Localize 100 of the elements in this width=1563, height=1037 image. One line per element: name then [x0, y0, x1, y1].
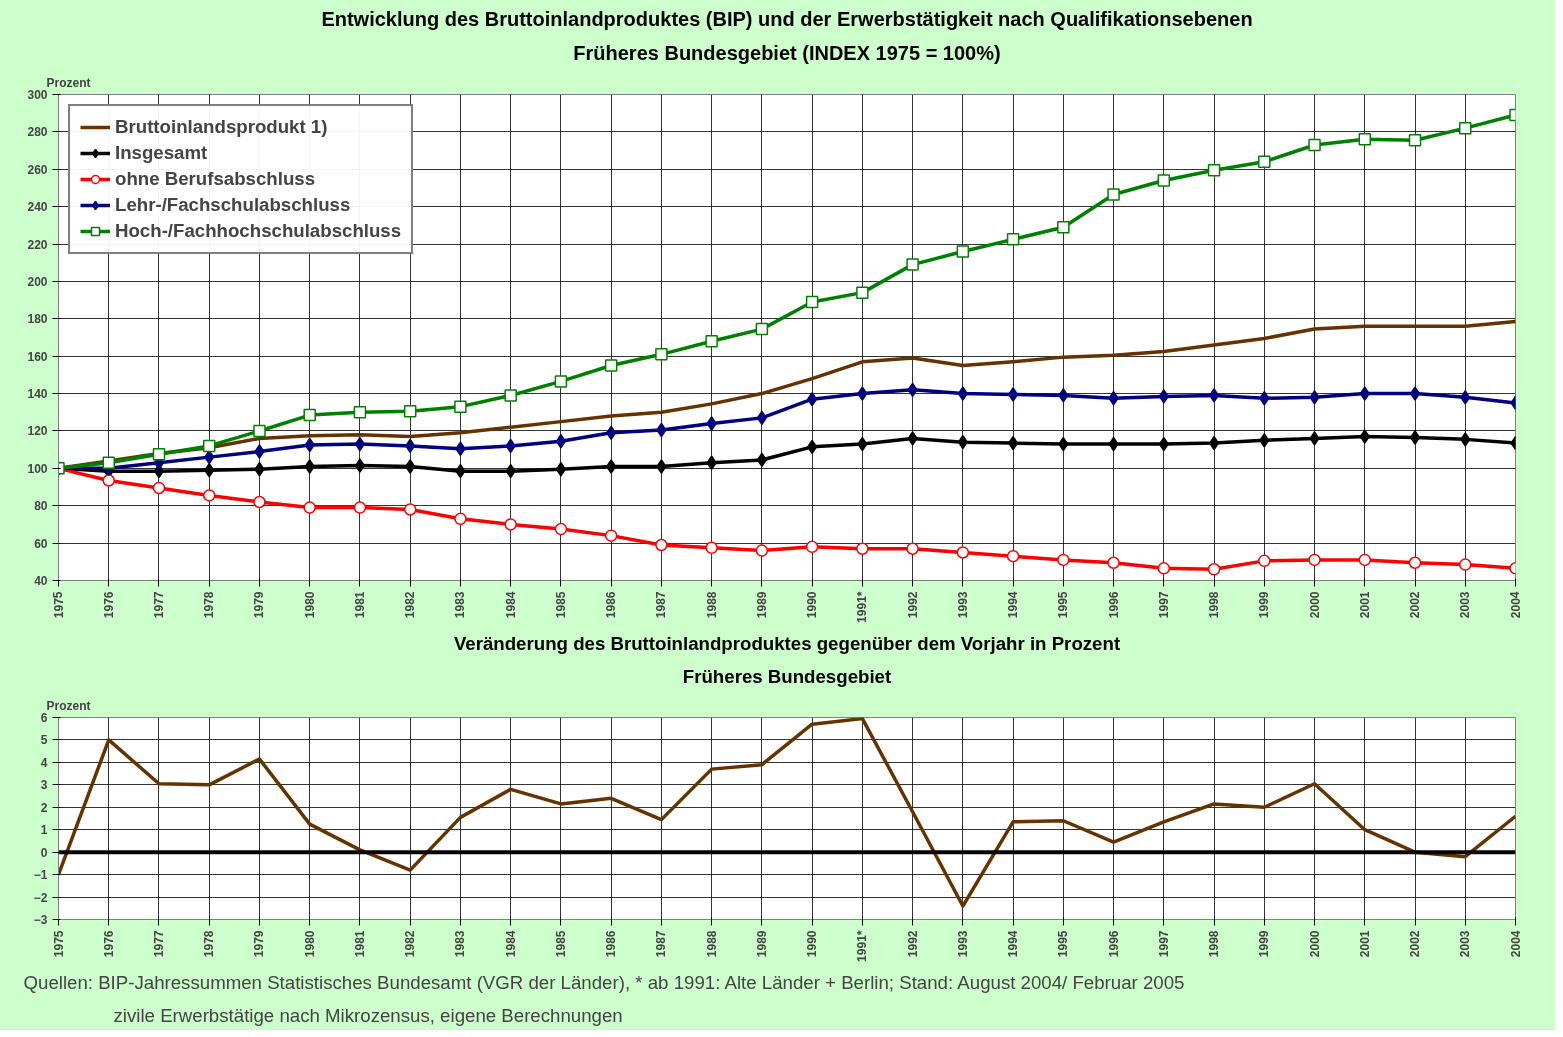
x-tick-label: 1980	[302, 591, 317, 619]
x-tick-label: 2002	[1408, 591, 1423, 619]
x-tick-label: 2000	[1307, 591, 1322, 619]
point	[1208, 435, 1220, 451]
x-tick-label: 1989	[754, 930, 769, 958]
x-tick-label: 1987	[654, 591, 669, 619]
x-tick-label: 1984	[503, 930, 518, 958]
legend-label: Lehr-/Fachschulabschluss	[115, 194, 351, 216]
x-tick-label: 1990	[805, 591, 820, 619]
x-tick-label: 2003	[1458, 930, 1473, 958]
y-tick-label: −3	[33, 913, 48, 927]
point	[403, 503, 417, 516]
point	[1006, 233, 1020, 246]
point	[102, 456, 115, 469]
x-tick-label: 1975	[51, 591, 66, 619]
point	[1308, 553, 1321, 567]
point	[1207, 563, 1221, 576]
point	[504, 518, 517, 531]
point	[805, 295, 819, 309]
point	[1408, 556, 1422, 569]
point	[303, 408, 316, 422]
point	[907, 431, 918, 446]
x-tick-label: 1998	[1207, 591, 1222, 619]
source-note: Quellen: BIP-Jahressummen Statistisches Bundesamt (VGR der Länder), * ab 1991: Alte Länder + Berlin; Stand: August 2004/ Februar 2005	[23, 971, 1185, 993]
y-tick-label: 100	[27, 461, 48, 476]
point	[1208, 388, 1220, 403]
point	[1359, 386, 1370, 401]
x-tick-label: 2004	[1508, 591, 1523, 619]
x-tick-label: 2000	[1307, 930, 1322, 958]
point	[655, 538, 668, 552]
x-tick-label: 1982	[403, 591, 418, 619]
x-tick-label: 1988	[704, 591, 719, 619]
point	[906, 542, 919, 555]
point	[1158, 389, 1169, 404]
x-tick-label: 2002	[1408, 930, 1423, 958]
chart-title: Veränderung des Bruttoinlandproduktes gegenüber dem Vorjahr in Prozent	[453, 632, 1121, 654]
point	[454, 400, 467, 413]
y-tick-label: 260	[27, 162, 48, 177]
x-tick-label: 1975	[51, 930, 66, 958]
x-tick-label: 1978	[202, 591, 217, 619]
point	[1259, 433, 1270, 448]
point	[354, 436, 366, 452]
x-tick-label: 1996	[1106, 930, 1121, 958]
legend-label: ohne Berufsabschluss	[115, 168, 316, 190]
point	[805, 540, 819, 554]
x-tick-label: 1998	[1207, 930, 1222, 958]
point	[1308, 138, 1321, 152]
point	[1409, 386, 1421, 401]
point	[857, 386, 868, 401]
point	[1408, 134, 1422, 147]
chart-subtitle: Früheres Bundesgebiet	[682, 665, 892, 687]
point	[1157, 174, 1171, 187]
x-tick-label: 1995	[1056, 930, 1071, 958]
y-tick-label: 120	[27, 424, 48, 439]
point	[656, 459, 667, 474]
x-tick-label: 1988	[704, 930, 719, 958]
point	[1459, 121, 1472, 135]
x-tick-label: 1994	[1006, 930, 1021, 958]
point	[604, 359, 618, 372]
point	[152, 448, 166, 461]
point	[353, 406, 367, 419]
x-tick-label: 1990	[805, 930, 820, 958]
x-tick-label: 2001	[1357, 930, 1372, 958]
point	[956, 546, 970, 559]
x-tick-label: 1993	[955, 930, 970, 958]
x-tick-label: 2003	[1458, 591, 1473, 619]
point	[856, 286, 869, 299]
y-axis-title: Prozent	[46, 75, 91, 90]
point	[1008, 387, 1019, 402]
point	[403, 405, 417, 418]
y-tick-label: 180	[27, 312, 48, 327]
x-tick-label: 1986	[604, 591, 619, 619]
y-tick-label: 300	[27, 88, 48, 102]
x-tick-label: 1992	[905, 930, 920, 958]
point	[304, 459, 315, 474]
x-tick-label: 1995	[1056, 591, 1071, 619]
y-tick-label: 280	[27, 125, 48, 140]
legend-label: Bruttoinlandsprodukt 1)	[115, 116, 328, 138]
point	[555, 462, 566, 477]
point	[1207, 163, 1221, 177]
x-tick-label: 1976	[101, 930, 116, 958]
x-tick-label: 1981	[352, 591, 367, 619]
x-tick-label: 1983	[453, 591, 468, 619]
x-tick-label: 1979	[252, 591, 267, 619]
point	[706, 416, 717, 431]
point	[253, 424, 266, 438]
point	[152, 481, 166, 495]
point	[1359, 429, 1370, 444]
point	[354, 458, 366, 473]
point	[706, 455, 717, 470]
y-tick-label: 160	[27, 349, 48, 364]
point	[604, 529, 618, 542]
point	[253, 495, 266, 509]
x-tick-label: 1994	[1006, 591, 1021, 619]
y-tick-label: 60	[34, 536, 48, 551]
line-series	[58, 717, 1516, 908]
point	[856, 542, 869, 555]
y-tick-label: 0	[40, 845, 48, 860]
y-tick-label: −2	[33, 890, 48, 905]
text: zivile Erwerbstätige nach Mikrozensus, eigene Berechnungen	[113, 1004, 623, 1026]
